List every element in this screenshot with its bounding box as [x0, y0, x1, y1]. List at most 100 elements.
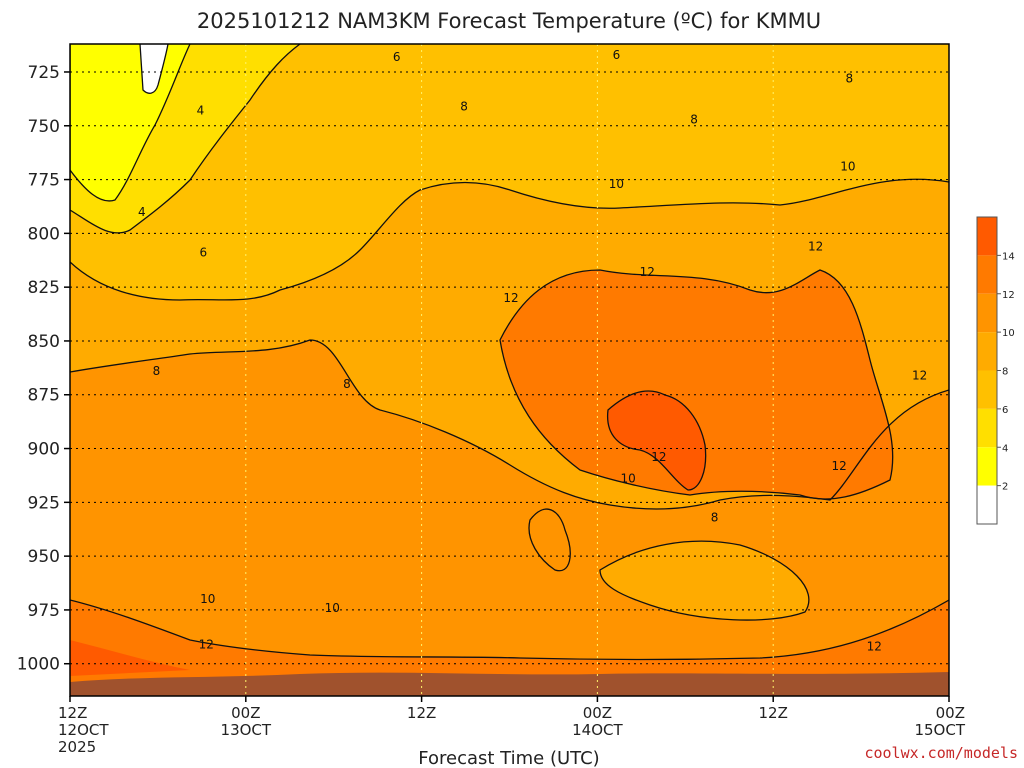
- band-gt14-lower: [70, 640, 190, 676]
- contour-label-text: 6: [613, 48, 621, 62]
- contour-label-17: 12: [831, 459, 846, 473]
- contour-label-text: 8: [343, 377, 351, 391]
- contour-label-14: 12: [912, 368, 927, 382]
- contour-label-text: 8: [846, 71, 854, 85]
- chart-title: 2025101212 NAM3KM Forecast Temperature (…: [197, 9, 821, 33]
- contour-label-9: 12: [808, 239, 823, 253]
- temperature-field: [70, 44, 949, 696]
- y-tick-label-775: 775: [28, 171, 60, 191]
- contour-label-19: 8: [711, 510, 719, 524]
- colorbar-swatch-t_8_10: [977, 332, 997, 371]
- contour-label-text: 4: [138, 205, 146, 219]
- y-tick-label-825: 825: [28, 278, 60, 298]
- contour-label-1: 6: [613, 48, 621, 62]
- contour-label-text: 10: [609, 177, 624, 191]
- colorbar-label-2: 2: [1002, 482, 1008, 493]
- x-tick-label-0-1: 12Z: [58, 704, 87, 722]
- contour-lines: [70, 44, 949, 661]
- credit-text: coolwx.com/models: [864, 744, 1018, 762]
- band-12-14-lower: [70, 600, 949, 696]
- x-tick-label-5-2: 15OCT: [914, 721, 965, 739]
- x-tick-label-5-1: 00Z: [936, 704, 965, 722]
- contour-line-4: [70, 44, 191, 202]
- band-10-12-pocket: [529, 509, 571, 571]
- x-tick-label-4-1: 12Z: [759, 704, 788, 722]
- contour-label-13: 8: [153, 364, 161, 378]
- colorbar-swatch-t_10_12: [977, 293, 997, 333]
- contour-label-11: 12: [640, 265, 655, 279]
- contour-labels: 6 6 8 4 8 8 10 10 4 12 6 12 12 8 12 8 12 12 10 8 10 10 12 12: [138, 48, 927, 654]
- contour-line-10-pocket: [528, 508, 571, 572]
- contour-label-2: 8: [846, 71, 854, 85]
- colorbar-swatch-t_12_14: [977, 255, 997, 294]
- colorbar-label-12: 12: [1002, 290, 1015, 301]
- contour-label-text: 12: [831, 459, 846, 473]
- band-2-4: [70, 44, 190, 201]
- contour-label-text: 10: [200, 592, 215, 606]
- y-tick-label-800: 800: [28, 224, 60, 244]
- contour-label-7: 10: [609, 177, 624, 191]
- contour-label-23: 12: [867, 640, 882, 654]
- contour-line-10: [70, 339, 949, 510]
- y-tick-label-750: 750: [28, 117, 60, 137]
- contour-line-12-lower: [70, 599, 949, 661]
- y-tick-label-1000: 1000: [17, 655, 60, 675]
- colorbar-swatch-t_4_6: [977, 408, 997, 448]
- contour-label-8: 4: [138, 205, 146, 219]
- colorbar-label-10: 10: [1002, 328, 1015, 339]
- y-tick-label-925: 925: [28, 493, 60, 513]
- contour-label-20: 10: [200, 592, 215, 606]
- contour-line-8: [70, 178, 949, 301]
- x-tick-label-1-2: 13OCT: [221, 721, 272, 739]
- contour-label-text: 12: [503, 291, 518, 305]
- colorbar-label-8: 8: [1002, 367, 1008, 378]
- contour-label-text: 8: [690, 112, 698, 126]
- contour-label-text: 6: [199, 246, 207, 260]
- contour-label-22: 12: [199, 637, 214, 651]
- contour-label-text: 12: [651, 450, 666, 464]
- contour-label-text: 10: [325, 601, 340, 615]
- colorbar-label-14: 14: [1002, 251, 1015, 262]
- y-tick-label-900: 900: [28, 440, 60, 460]
- contour-label-text: 12: [640, 265, 655, 279]
- band-lt2: [140, 44, 168, 94]
- contour-label-0: 6: [393, 50, 401, 64]
- contour-label-5: 8: [690, 112, 698, 126]
- y-tick-label-875: 875: [28, 386, 60, 406]
- contour-line-14: [606, 390, 707, 491]
- contour-label-text: 12: [199, 637, 214, 651]
- contour-label-text: 12: [808, 239, 823, 253]
- contour-label-text: 10: [840, 160, 855, 174]
- x-tick-label-2-1: 12Z: [407, 704, 436, 722]
- band-gt14: [607, 390, 706, 490]
- colorbar-label-4: 4: [1002, 443, 1008, 454]
- contour-label-text: 4: [197, 104, 205, 118]
- band-12-14: [500, 270, 893, 500]
- contour-line-12-upper: [499, 269, 894, 500]
- contour-label-18: 10: [621, 472, 636, 486]
- contour-label-6: 10: [840, 160, 855, 174]
- contour-line-2: [139, 44, 169, 94]
- x-tick-label-0-3: 2025: [58, 738, 96, 756]
- x-tick-label-3-1: 00Z: [583, 704, 612, 722]
- colorbar-swatch-t_lt2: [977, 485, 997, 524]
- contour-label-text: 12: [867, 640, 882, 654]
- x-tick-label-0-2: 12OCT: [58, 721, 109, 739]
- colorbar-label-6: 6: [1002, 405, 1008, 416]
- contour-label-text: 8: [153, 364, 161, 378]
- contour-label-text: 10: [621, 472, 636, 486]
- y-tick-label-725: 725: [28, 63, 60, 83]
- contour-label-12: 12: [503, 291, 518, 305]
- y-axis-ticks: 725 750 775 800 825 850 875 900 925 950 975 1000: [17, 63, 70, 675]
- contour-label-text: 8: [711, 510, 719, 524]
- contour-label-16: 12: [651, 450, 666, 464]
- contour-label-4: 8: [460, 99, 468, 113]
- contour-label-text: 8: [460, 99, 468, 113]
- contour-line-8-pocket: [599, 540, 810, 621]
- colorbar-swatch-t_2_4: [977, 447, 997, 486]
- contour-label-10: 6: [199, 246, 207, 260]
- contour-label-text: 12: [912, 368, 927, 382]
- y-tick-label-975: 975: [28, 601, 60, 621]
